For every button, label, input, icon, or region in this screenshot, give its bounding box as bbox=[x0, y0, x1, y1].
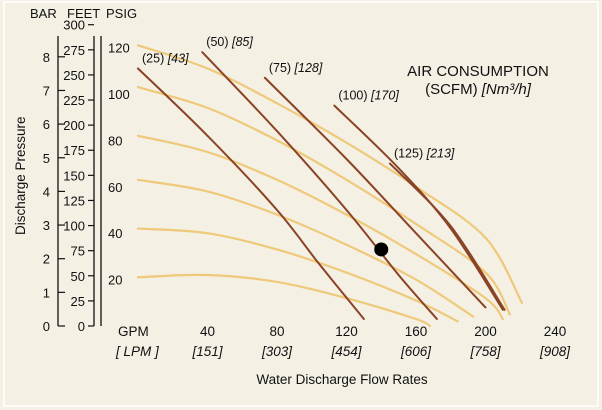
bar-tick-label-7: 7 bbox=[43, 83, 50, 98]
feet-tick-label-75: 75 bbox=[71, 244, 85, 259]
x-tick-gpm-200: 200 bbox=[474, 324, 497, 339]
bar-tick-label-0: 0 bbox=[43, 319, 50, 334]
psig-tick-label-40: 40 bbox=[108, 226, 122, 241]
feet-tick-label-250: 250 bbox=[63, 68, 85, 83]
air-consumption-labels: (25) [43](50) [85](75) [128](100) [170](… bbox=[142, 35, 455, 160]
air-curve-label-scfm-3: (100) bbox=[338, 89, 371, 103]
feet-tick-label-0: 0 bbox=[78, 319, 85, 334]
bar-tick-label-2: 2 bbox=[43, 252, 50, 267]
feet-tick-label-225: 225 bbox=[63, 93, 85, 108]
x-tick-lpm-40: [151] bbox=[191, 344, 223, 359]
feet-tick-label-150: 150 bbox=[63, 168, 85, 183]
operating-point-group bbox=[374, 242, 389, 257]
bar-axis-header: BAR bbox=[30, 6, 57, 21]
x-tick-gpm-120: 120 bbox=[335, 324, 358, 339]
x-tick-lpm-160: [606] bbox=[400, 344, 432, 359]
feet-tick-label-100: 100 bbox=[63, 219, 85, 234]
feet-tick-label-25: 25 bbox=[71, 294, 85, 309]
feet-axis-header: FEET bbox=[67, 6, 100, 21]
feet-tick-label-175: 175 bbox=[63, 143, 85, 158]
air-curve-label-nm3h-2: [128] bbox=[294, 61, 323, 75]
psig-tick-label-60: 60 bbox=[108, 180, 122, 195]
air-curve-label-0: (25) [43] bbox=[142, 51, 189, 65]
air-curve-label-4: (125) [213] bbox=[394, 147, 455, 161]
air-curve-label-scfm-0: (25) bbox=[142, 51, 168, 65]
psig-tick-label-20: 20 bbox=[108, 273, 122, 288]
air-curve-2 bbox=[263, 76, 487, 309]
air-curve-label-scfm-4: (125) bbox=[394, 147, 427, 161]
air-curve-label-nm3h-1: [85] bbox=[231, 35, 253, 49]
pressure-curve-120psig bbox=[136, 44, 524, 304]
pressure-curves bbox=[136, 44, 524, 328]
air-curve-label-2: (75) [128] bbox=[269, 61, 323, 75]
pressure-curve-80psig bbox=[136, 134, 504, 321]
feet-tick-label-275: 275 bbox=[63, 43, 85, 58]
psig-tick-label-100: 100 bbox=[108, 87, 130, 102]
pressure-curve-40psig bbox=[136, 227, 459, 323]
bar-tick-label-1: 1 bbox=[43, 285, 50, 300]
air-curve-4 bbox=[388, 162, 506, 311]
chart-border bbox=[3, 1, 599, 407]
x-tick-lpm-120: [454] bbox=[330, 344, 362, 359]
pressure-curve-20psig bbox=[136, 273, 431, 328]
subtitle-nm3h: [Nm³/h] bbox=[481, 81, 532, 98]
x-tick-lpm-200: [758] bbox=[469, 344, 501, 359]
bar-tick-label-8: 8 bbox=[43, 50, 50, 65]
chart-title: AIR CONSUMPTION bbox=[407, 63, 549, 80]
x-tick-gpm-80: 80 bbox=[269, 324, 284, 339]
air-curve-label-nm3h-4: [213] bbox=[426, 147, 455, 161]
air-curve-1 bbox=[201, 51, 438, 320]
air-curve-0 bbox=[137, 67, 365, 320]
psig-axis-header: PSIG bbox=[106, 6, 137, 21]
air-curve-label-1: (50) [85] bbox=[206, 35, 253, 49]
air-curve-label-nm3h-0: [43] bbox=[167, 51, 189, 65]
feet-tick-label-50: 50 bbox=[71, 269, 85, 284]
operating-point-marker bbox=[374, 242, 389, 257]
feet-tick-label-125: 125 bbox=[63, 193, 85, 208]
bar-tick-label-4: 4 bbox=[43, 184, 50, 199]
pressure-curve-60psig bbox=[136, 178, 475, 318]
x-tick-gpm-160: 160 bbox=[405, 324, 428, 339]
x-unit-lpm: [ LPM ] bbox=[115, 344, 160, 359]
bar-tick-label-5: 5 bbox=[43, 151, 50, 166]
bar-tick-label-3: 3 bbox=[43, 218, 50, 233]
air-consumption-curves bbox=[137, 51, 506, 320]
air-curve-label-nm3h-3: [170] bbox=[370, 89, 399, 103]
psig-axis-ticks: 20 40 60 80 100 120 bbox=[108, 41, 130, 288]
subtitle-scfm: (SCFM) bbox=[425, 81, 482, 98]
chart-subtitle: (SCFM) [Nm³/h] bbox=[425, 81, 532, 98]
bar-tick-label-6: 6 bbox=[43, 117, 50, 132]
x-tick-gpm-240: 240 bbox=[544, 324, 567, 339]
x-tick-lpm-80: [303] bbox=[261, 344, 293, 359]
psig-tick-label-80: 80 bbox=[108, 133, 122, 148]
air-curve-label-scfm-1: (50) bbox=[206, 35, 232, 49]
y-axis-label: Discharge Pressure bbox=[13, 116, 28, 235]
psig-tick-label-120: 120 bbox=[108, 41, 130, 56]
bar-axis-ticks: 0 1 2 3 4 5 6 7 8 bbox=[43, 50, 65, 334]
x-axis-label: Water Discharge Flow Rates bbox=[256, 372, 428, 387]
x-tick-gpm-40: 40 bbox=[200, 324, 215, 339]
air-curve-label-scfm-2: (75) bbox=[269, 61, 295, 75]
x-tick-lpm-240: [908] bbox=[539, 344, 571, 359]
pressure-curve-100psig bbox=[136, 85, 511, 316]
air-curve-label-3: (100) [170] bbox=[338, 89, 399, 103]
feet-tick-label-300: 300 bbox=[63, 18, 85, 33]
feet-axis-ticks: 0 25 50 75 100 125 150 175 200 225 250 275 300 bbox=[63, 18, 94, 334]
x-axis-ticks: 40 [151] 80 [303] 120 [454] 160 [606] 200 [758] 24… bbox=[191, 324, 571, 359]
feet-tick-label-200: 200 bbox=[63, 118, 85, 133]
x-unit-gpm: GPM bbox=[118, 324, 149, 339]
